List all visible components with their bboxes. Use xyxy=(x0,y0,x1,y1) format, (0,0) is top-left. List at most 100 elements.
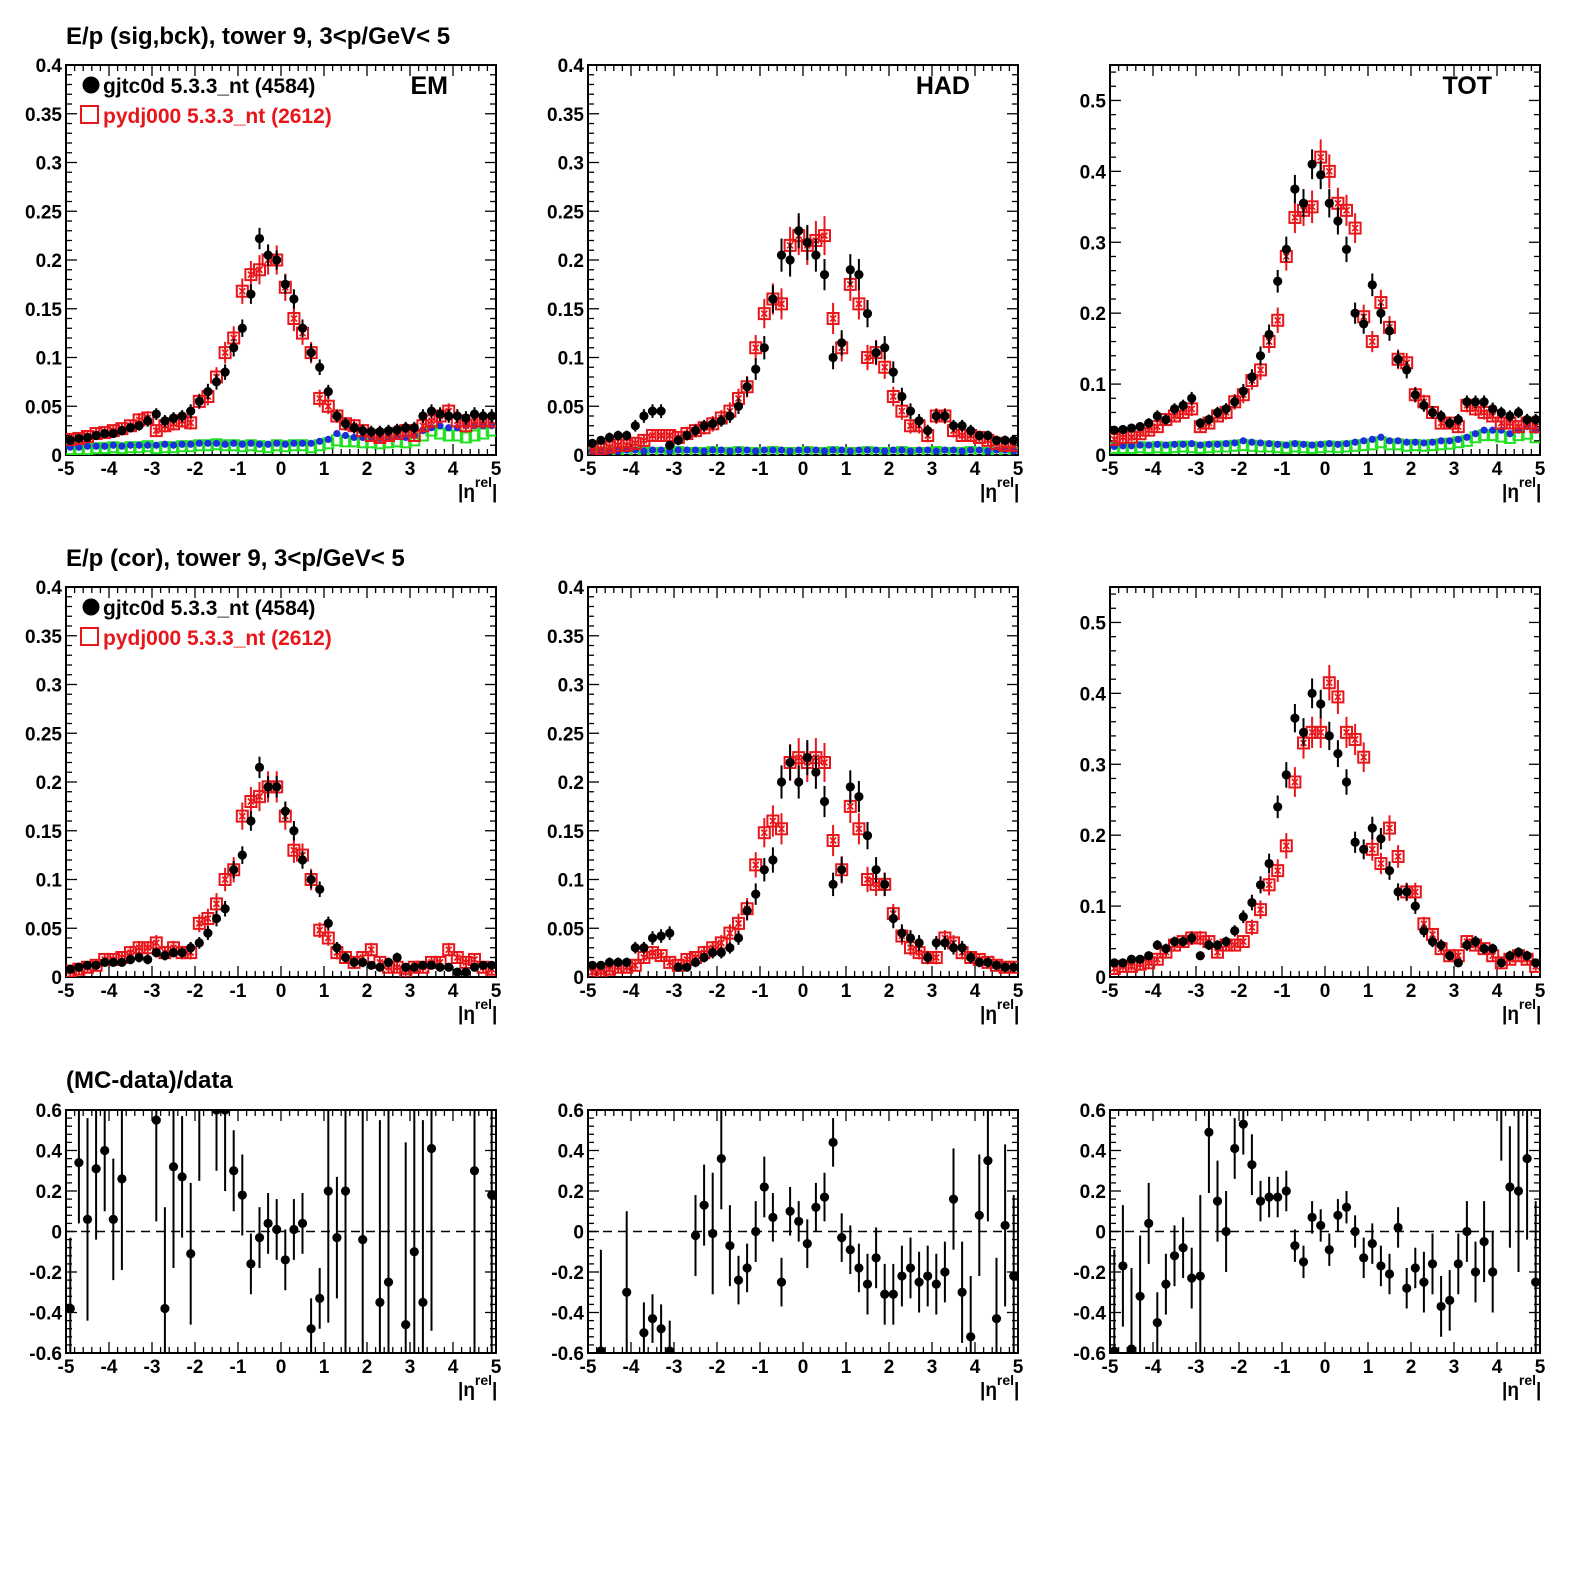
x-axis-label-sup: rel xyxy=(475,996,492,1012)
data-point xyxy=(272,782,282,792)
mc-point-cross xyxy=(657,951,665,960)
data-point xyxy=(905,933,916,943)
data-point xyxy=(1367,823,1377,833)
mc-point xyxy=(1254,903,1267,917)
data-point xyxy=(280,1255,290,1265)
x-tick-label: -2 xyxy=(1231,981,1248,1002)
data-point xyxy=(160,950,170,961)
x-axis-label-main: |η xyxy=(1502,1380,1519,1401)
data-point xyxy=(733,933,744,943)
data-point xyxy=(177,1172,187,1182)
mc-point-cross xyxy=(324,934,332,942)
mc-point-cross xyxy=(367,946,375,954)
data-point xyxy=(948,943,959,953)
x-tick-label: -3 xyxy=(1188,981,1205,1002)
x-tick-label: -3 xyxy=(144,459,161,480)
data-point xyxy=(108,957,118,967)
mc-point-cross xyxy=(1471,405,1480,413)
data-point xyxy=(186,943,196,953)
x-tick-label: -5 xyxy=(580,981,597,1002)
x-tick-label: -2 xyxy=(1231,459,1248,480)
bck-data-point xyxy=(691,446,700,454)
data-point xyxy=(596,1346,606,1353)
bck-data-point xyxy=(932,447,940,455)
mc-point xyxy=(852,822,866,836)
data-point xyxy=(828,879,838,889)
x-tick-label: 3 xyxy=(405,1357,416,1378)
data-point xyxy=(1316,170,1326,180)
data-point xyxy=(461,967,471,977)
data-point xyxy=(263,782,273,792)
x-tick-label: -1 xyxy=(230,981,247,1002)
x-tick-label: -1 xyxy=(230,459,247,480)
data-point xyxy=(297,1218,308,1228)
x-tick-label: 4 xyxy=(970,1357,981,1378)
data-point xyxy=(401,962,411,972)
mc-point xyxy=(313,923,327,937)
data-point xyxy=(1496,407,1506,418)
mc-point-cross xyxy=(230,334,238,342)
bck-data-point xyxy=(760,446,768,454)
data-point xyxy=(1402,887,1412,897)
data-point xyxy=(469,1166,480,1176)
x-tick-label: 2 xyxy=(362,1357,373,1378)
data-point xyxy=(229,343,239,353)
data-point xyxy=(751,889,761,899)
mc-point-cross xyxy=(1136,430,1144,438)
x-axis-label: |ηrel| xyxy=(1502,996,1541,1025)
data-point xyxy=(1281,1186,1291,1196)
data-point xyxy=(1333,216,1343,226)
data-point xyxy=(117,1174,127,1184)
data-point xyxy=(375,427,385,437)
data-point xyxy=(383,426,394,436)
bck-data-point xyxy=(290,439,298,447)
data-point xyxy=(639,1328,649,1338)
mc-point-cross xyxy=(238,812,246,820)
x-tick-label: -1 xyxy=(752,981,769,1002)
data-point xyxy=(991,435,1002,445)
bck-mc-point xyxy=(468,429,481,442)
mc-point xyxy=(253,790,266,804)
data-point xyxy=(811,250,821,260)
y-tick-label: -0.6 xyxy=(1073,1344,1106,1365)
x-tick-label: -2 xyxy=(709,459,726,480)
data-point xyxy=(125,954,136,965)
y-tick-label: 0.3 xyxy=(36,154,62,175)
data-point xyxy=(811,767,821,777)
bck-mc-point xyxy=(141,440,154,453)
bck-data-point xyxy=(683,446,691,454)
data-point xyxy=(948,1194,959,1204)
data-point xyxy=(168,1162,179,1172)
data-point xyxy=(1470,1267,1481,1277)
panel-tag: EM xyxy=(411,72,449,100)
bck-data-point xyxy=(1437,437,1445,445)
data-point xyxy=(1144,951,1154,961)
data-point xyxy=(888,367,898,377)
bck-data-point xyxy=(1265,440,1273,448)
mc-point xyxy=(364,943,378,957)
x-tick-label: -1 xyxy=(1274,1357,1291,1378)
data-point xyxy=(401,423,411,433)
x-tick-label: 2 xyxy=(1406,459,1417,480)
data-point xyxy=(280,279,290,289)
x-axis-label-main: |η xyxy=(458,482,475,503)
mc-point-cross xyxy=(846,802,854,810)
y-tick-label: 0.6 xyxy=(36,1101,62,1122)
data-point xyxy=(168,948,179,958)
bck-data-point xyxy=(1334,440,1342,448)
bck-data-point xyxy=(786,447,794,455)
bck-data-point xyxy=(135,441,143,449)
x-axis-label-sup: rel xyxy=(1519,996,1536,1012)
y-tick-label: 0.3 xyxy=(558,676,584,697)
legend-data-label: gjtc0d 5.3.3_nt (4584) xyxy=(103,597,315,620)
data-point xyxy=(699,421,709,431)
mc-point-cross xyxy=(238,287,246,295)
data-point xyxy=(220,904,230,914)
data-point xyxy=(1488,404,1498,414)
x-tick-label: 3 xyxy=(1449,1357,1460,1378)
data-point xyxy=(143,416,153,426)
mc-point-cross xyxy=(1377,859,1385,868)
data-point xyxy=(708,948,718,958)
bck-data-point xyxy=(1239,437,1247,445)
data-point xyxy=(151,948,161,958)
